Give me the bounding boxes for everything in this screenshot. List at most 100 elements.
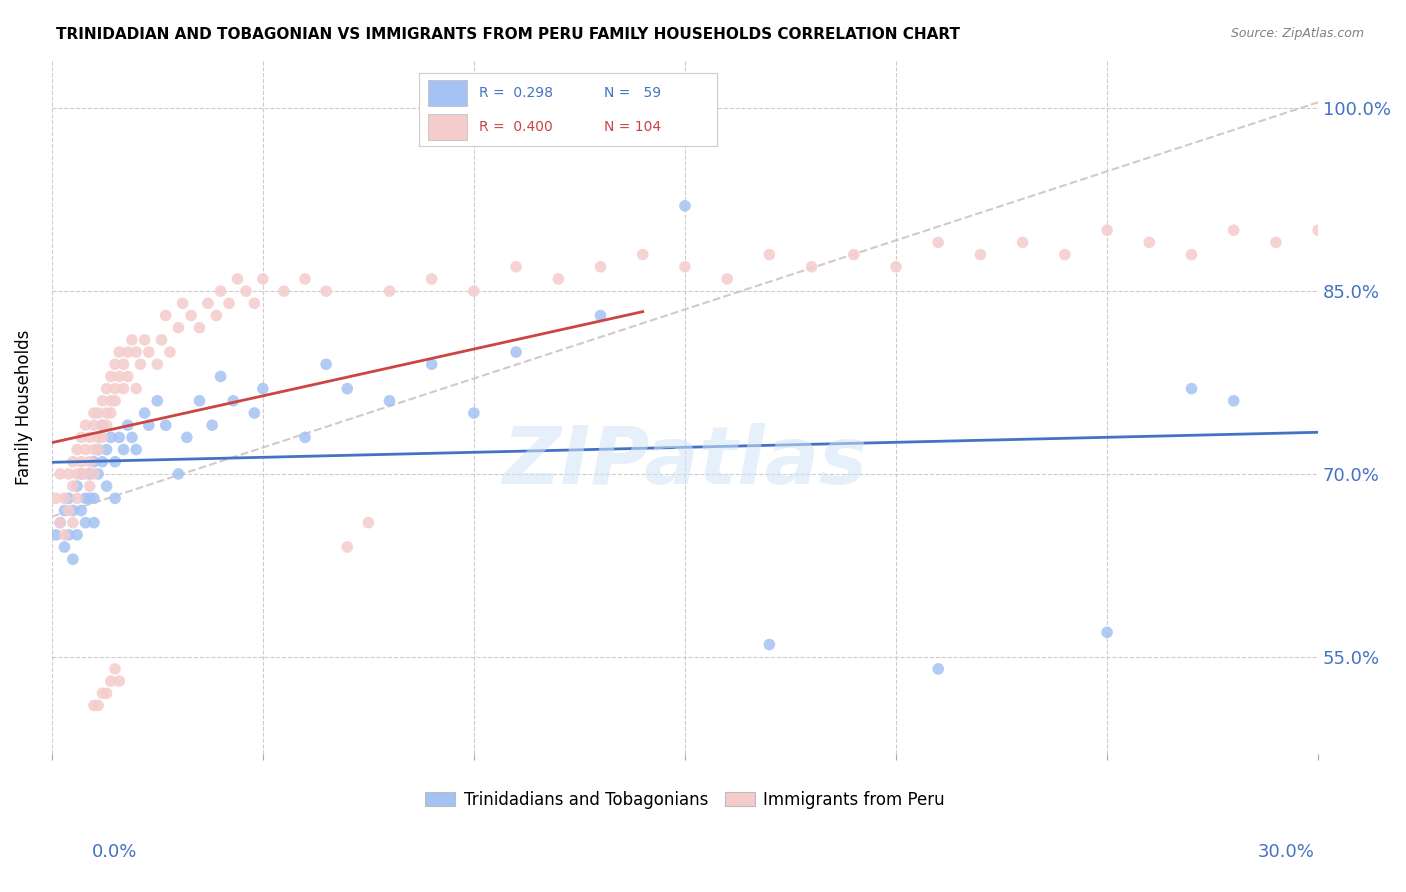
Point bbox=[62, 503, 84, 517]
Point bbox=[75, 491, 97, 506]
Point bbox=[197, 296, 219, 310]
Point bbox=[70, 467, 93, 481]
Point bbox=[112, 357, 135, 371]
Point bbox=[83, 467, 105, 481]
Point bbox=[927, 662, 949, 676]
Point bbox=[589, 260, 612, 274]
Point bbox=[91, 418, 114, 433]
Point bbox=[1264, 235, 1286, 250]
Point bbox=[188, 393, 211, 408]
Point bbox=[108, 674, 131, 689]
Point bbox=[121, 333, 143, 347]
Point bbox=[62, 552, 84, 566]
Point bbox=[1095, 625, 1118, 640]
Point bbox=[79, 491, 101, 506]
Point bbox=[66, 528, 89, 542]
Point bbox=[1222, 223, 1244, 237]
Point bbox=[209, 369, 232, 384]
Point bbox=[58, 503, 80, 517]
Point bbox=[155, 418, 177, 433]
Point bbox=[96, 442, 118, 457]
Point bbox=[420, 272, 443, 286]
Point bbox=[96, 686, 118, 700]
Point bbox=[1222, 393, 1244, 408]
Point bbox=[758, 638, 780, 652]
Point bbox=[66, 467, 89, 481]
Point bbox=[172, 296, 194, 310]
Point bbox=[1308, 223, 1330, 237]
Point bbox=[83, 455, 105, 469]
Point bbox=[91, 430, 114, 444]
Point bbox=[201, 418, 224, 433]
Point bbox=[70, 503, 93, 517]
Point bbox=[75, 418, 97, 433]
Point bbox=[336, 382, 359, 396]
Point bbox=[83, 491, 105, 506]
Point bbox=[235, 284, 257, 298]
Point bbox=[125, 345, 148, 359]
Point bbox=[91, 686, 114, 700]
Point bbox=[104, 382, 127, 396]
Point bbox=[294, 430, 316, 444]
Point bbox=[134, 333, 156, 347]
Point bbox=[87, 430, 110, 444]
Point bbox=[1053, 247, 1076, 261]
Point bbox=[49, 516, 72, 530]
Text: Source: ZipAtlas.com: Source: ZipAtlas.com bbox=[1230, 27, 1364, 40]
Point bbox=[62, 479, 84, 493]
Point bbox=[75, 467, 97, 481]
Point bbox=[45, 491, 67, 506]
Point bbox=[125, 382, 148, 396]
Legend: Trinidadians and Tobagonians, Immigrants from Peru: Trinidadians and Tobagonians, Immigrants… bbox=[419, 784, 952, 815]
Point bbox=[83, 418, 105, 433]
Point bbox=[79, 430, 101, 444]
Point bbox=[66, 442, 89, 457]
Point bbox=[75, 516, 97, 530]
Point bbox=[104, 357, 127, 371]
Point bbox=[58, 491, 80, 506]
Point bbox=[1180, 382, 1202, 396]
Point bbox=[138, 345, 160, 359]
Point bbox=[117, 345, 139, 359]
Point bbox=[53, 491, 76, 506]
Point bbox=[378, 284, 401, 298]
Point bbox=[79, 455, 101, 469]
Point bbox=[121, 430, 143, 444]
Point bbox=[53, 503, 76, 517]
Point bbox=[315, 284, 337, 298]
Point bbox=[252, 272, 274, 286]
Point bbox=[180, 309, 202, 323]
Point bbox=[70, 430, 93, 444]
Point bbox=[104, 455, 127, 469]
Point bbox=[53, 540, 76, 554]
Point bbox=[108, 345, 131, 359]
Point bbox=[800, 260, 823, 274]
Point bbox=[96, 406, 118, 420]
Point bbox=[336, 540, 359, 554]
Point bbox=[205, 309, 228, 323]
Point bbox=[83, 442, 105, 457]
Y-axis label: Family Households: Family Households bbox=[15, 329, 32, 484]
Point bbox=[75, 442, 97, 457]
Point bbox=[117, 418, 139, 433]
Point bbox=[96, 479, 118, 493]
Point bbox=[218, 296, 240, 310]
Point bbox=[589, 309, 612, 323]
Point bbox=[62, 455, 84, 469]
Point bbox=[222, 393, 245, 408]
Point bbox=[112, 382, 135, 396]
Point bbox=[463, 284, 485, 298]
Point bbox=[357, 516, 380, 530]
Point bbox=[91, 393, 114, 408]
Point bbox=[378, 393, 401, 408]
Point bbox=[70, 467, 93, 481]
Point bbox=[79, 479, 101, 493]
Text: ZIPatlas: ZIPatlas bbox=[502, 424, 868, 501]
Point bbox=[716, 272, 738, 286]
Point bbox=[104, 393, 127, 408]
Point bbox=[167, 320, 190, 334]
Point bbox=[104, 662, 127, 676]
Point bbox=[243, 296, 266, 310]
Point bbox=[155, 309, 177, 323]
Point bbox=[58, 528, 80, 542]
